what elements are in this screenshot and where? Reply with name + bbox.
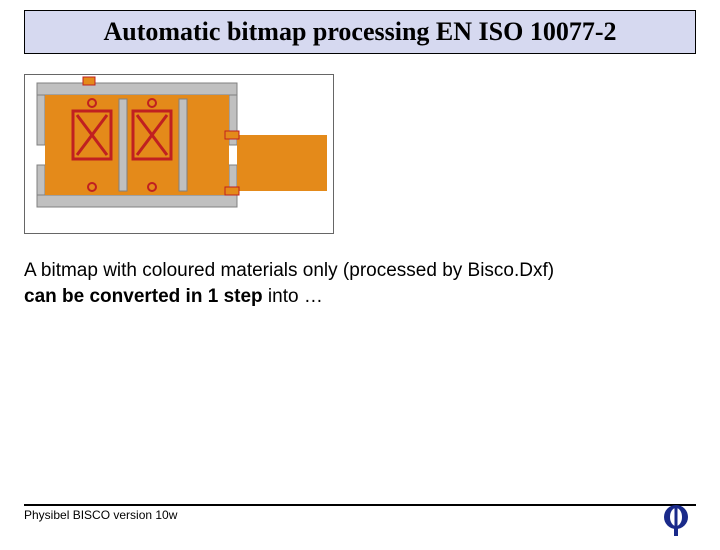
title-bar: Automatic bitmap processing EN ISO 10077…: [24, 10, 696, 54]
page-title: Automatic bitmap processing EN ISO 10077…: [103, 17, 616, 46]
footer-rule: [24, 504, 696, 506]
body-line2-bold: can be converted in 1 step: [24, 286, 263, 307]
body-line2-rest: into …: [263, 286, 323, 307]
profile-svg: [25, 75, 334, 234]
footer: Physibel BISCO version 10w: [24, 504, 696, 522]
profile-diagram: [24, 74, 334, 234]
body-line1: A bitmap with coloured materials only (p…: [24, 260, 554, 281]
footer-text: Physibel BISCO version 10w: [24, 508, 696, 522]
body-text: A bitmap with coloured materials only (p…: [24, 258, 696, 309]
phi-logo-icon: [658, 502, 694, 538]
